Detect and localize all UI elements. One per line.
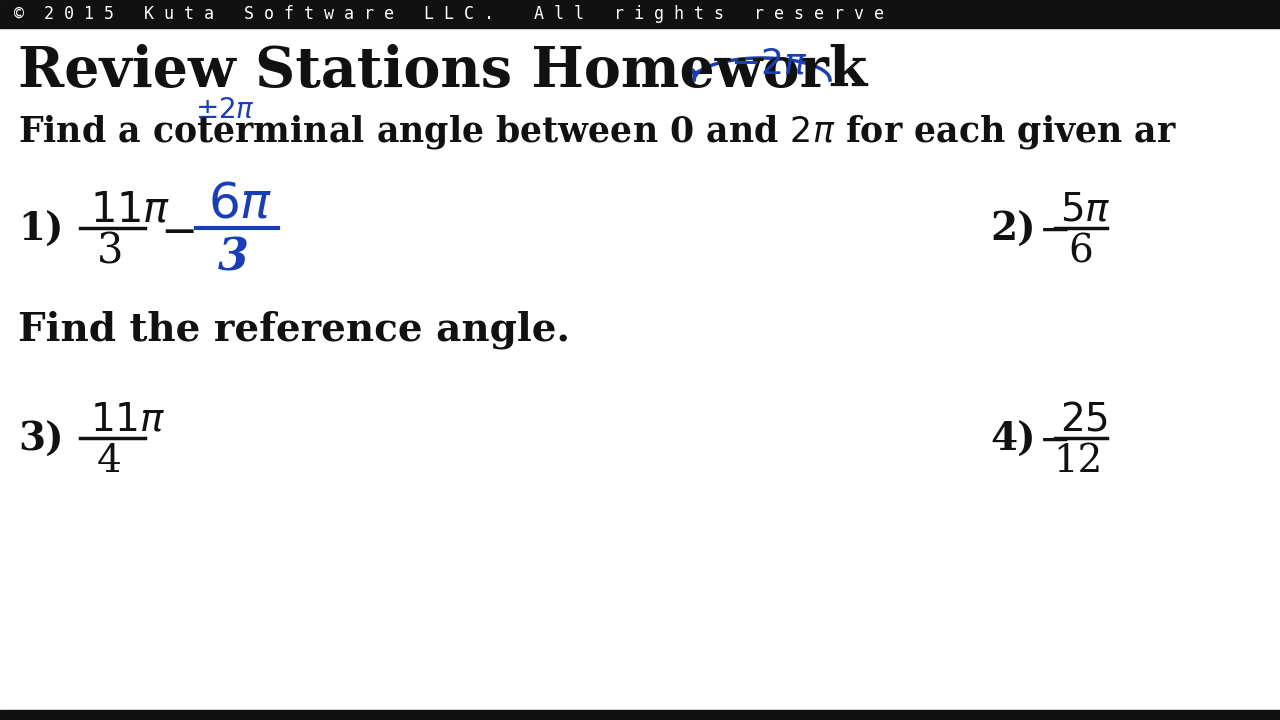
Text: Find the reference angle.: Find the reference angle.: [18, 311, 570, 349]
Text: 3): 3): [18, 421, 64, 459]
Text: $-2\pi$: $-2\pi$: [730, 47, 808, 81]
Text: $-$: $-$: [1038, 212, 1069, 248]
Text: Find a coterminal angle between 0 and $2\pi$ for each given ar: Find a coterminal angle between 0 and $2…: [18, 113, 1178, 151]
Text: ©  2 0 1 5   K u t a   S o f t w a r e   L L C .    A l l   r i g h t s   r e s : © 2 0 1 5 K u t a S o f t w a r e L L C …: [14, 5, 884, 23]
Text: 4): 4): [989, 421, 1036, 459]
Text: $25$: $25$: [1060, 402, 1108, 438]
Text: $\pm 2\pi$: $\pm 2\pi$: [195, 96, 255, 124]
Text: $-$: $-$: [1038, 421, 1069, 459]
Text: $-$: $-$: [160, 208, 195, 251]
Text: 2): 2): [989, 211, 1036, 249]
Text: 3: 3: [97, 231, 123, 273]
Text: 4: 4: [97, 444, 122, 480]
Text: 1): 1): [18, 211, 64, 249]
Bar: [0, 0, 1280, 28]
Text: $11\pi$: $11\pi$: [90, 189, 170, 231]
Text: $11\pi$: $11\pi$: [90, 402, 165, 438]
Text: $6\pi$: $6\pi$: [207, 179, 273, 228]
Text: $5\pi$: $5\pi$: [1060, 192, 1111, 228]
Text: 6: 6: [1068, 233, 1093, 271]
Text: Review Stations Homework: Review Stations Homework: [18, 45, 868, 99]
Bar: [0, 710, 1280, 720]
Text: 3: 3: [218, 236, 250, 279]
Text: 12: 12: [1053, 444, 1102, 480]
